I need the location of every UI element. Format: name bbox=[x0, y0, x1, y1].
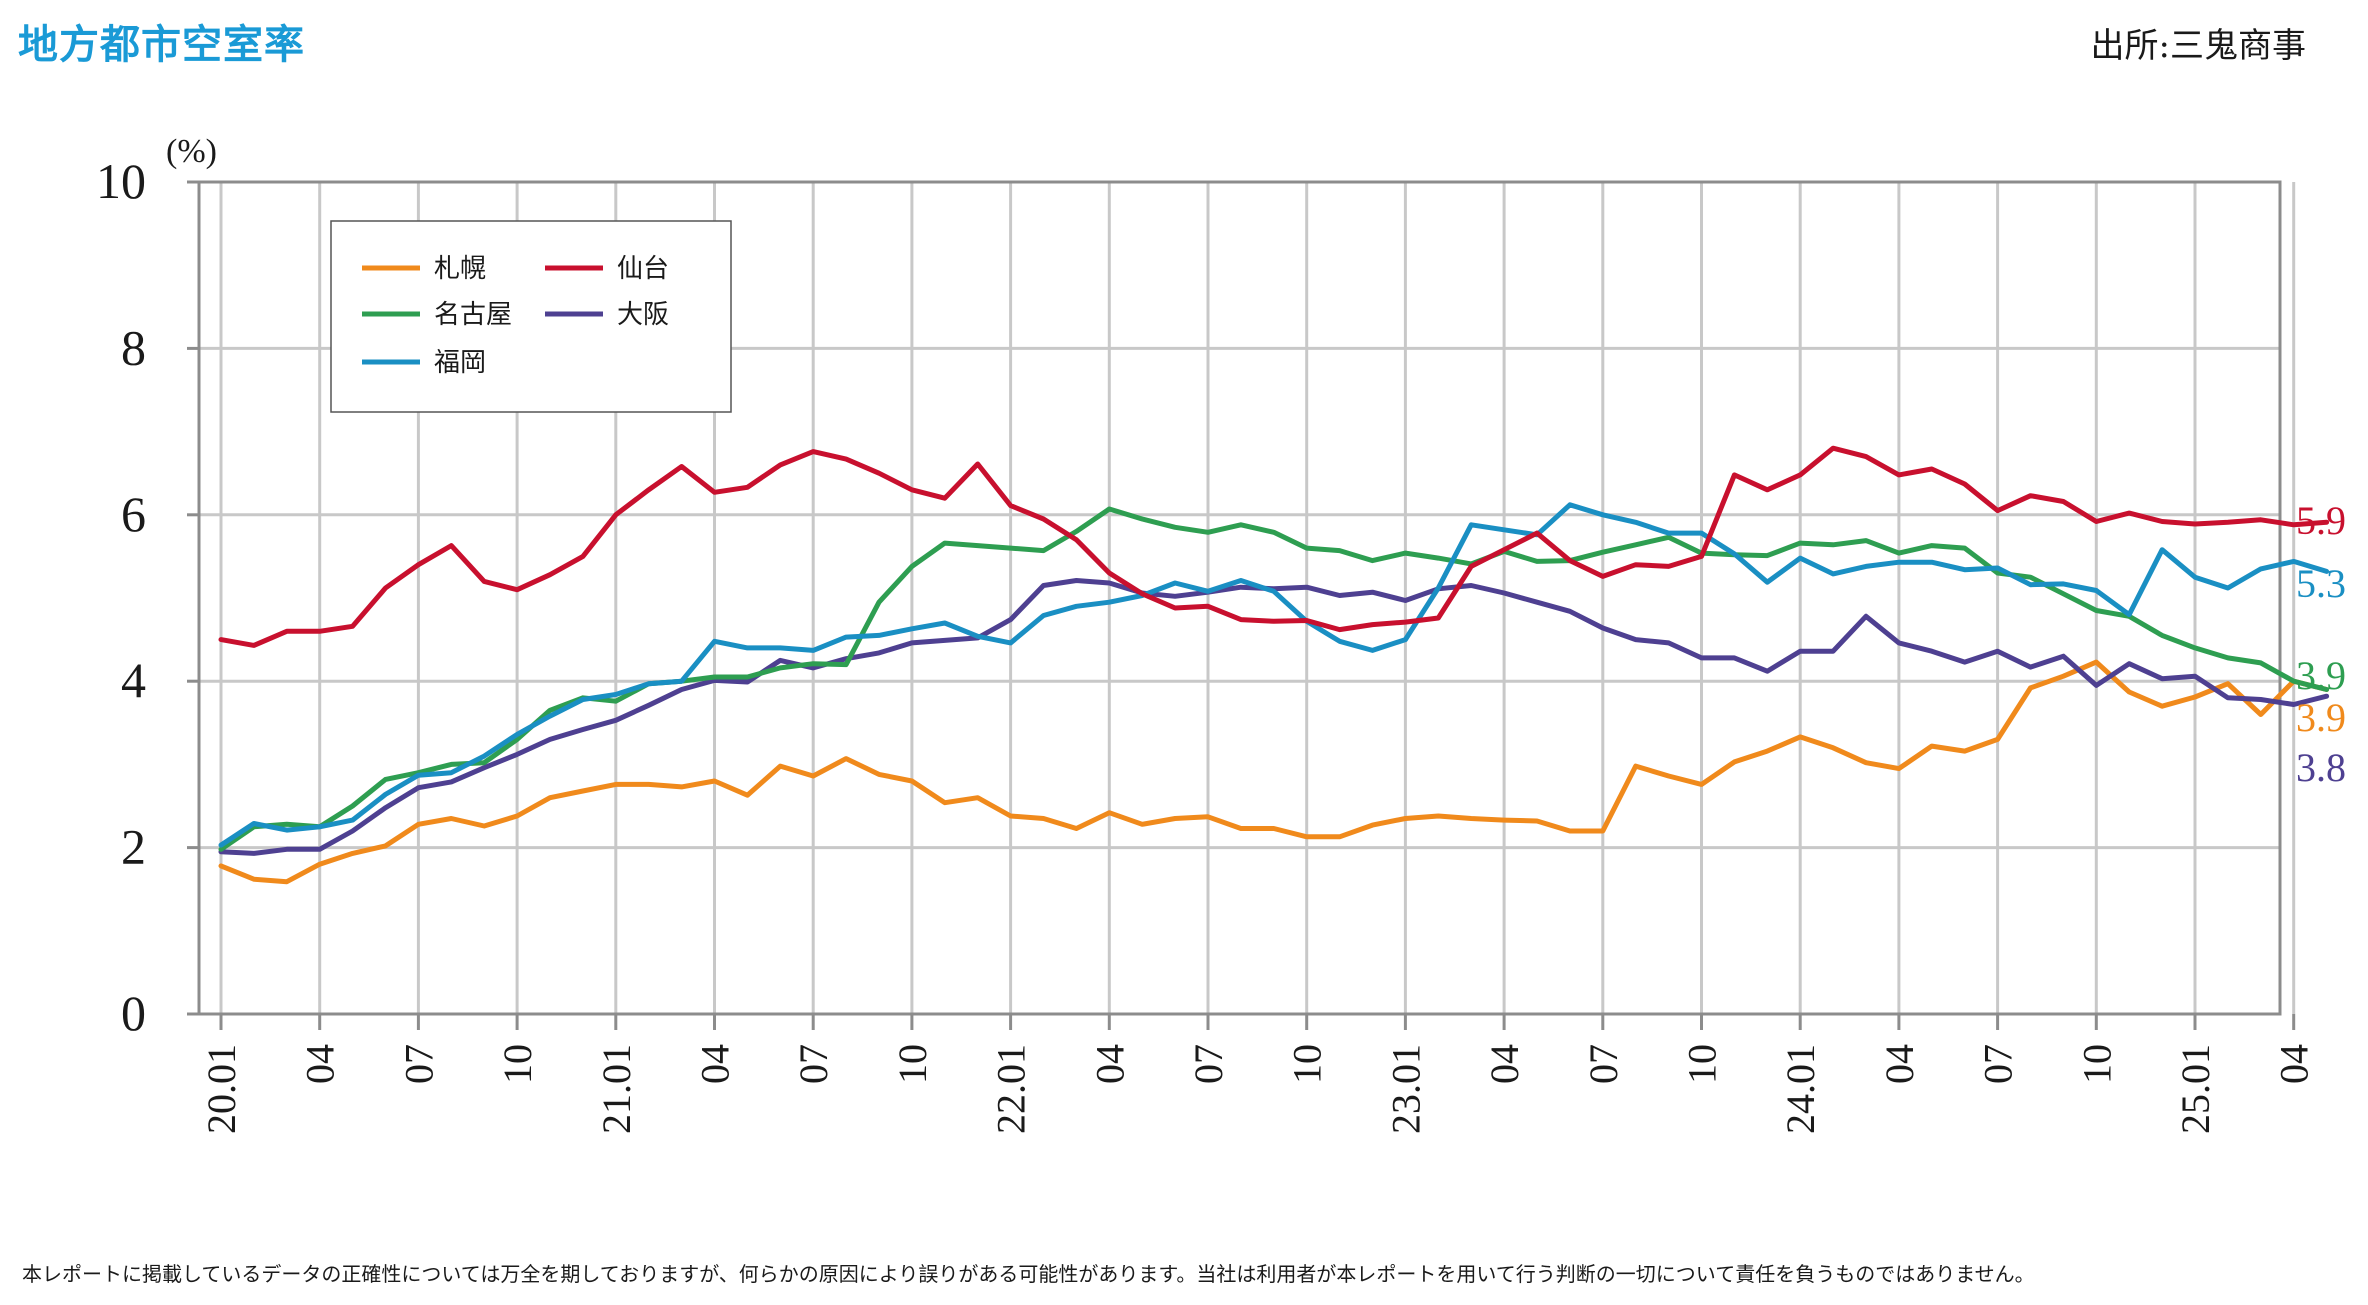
y-tick-label: 6 bbox=[121, 486, 146, 542]
end-label-名古屋: 3.9 bbox=[2296, 653, 2346, 698]
y-tick-label: 8 bbox=[121, 319, 146, 375]
x-tick-label: 07 bbox=[1976, 1044, 2021, 1084]
x-tick-label: 04 bbox=[1877, 1044, 1922, 1084]
x-tick-label: 04 bbox=[1482, 1044, 1527, 1084]
legend-label: 名古屋 bbox=[434, 300, 512, 330]
y-tick-label: 4 bbox=[121, 652, 146, 708]
end-label-仙台: 5.9 bbox=[2296, 498, 2346, 543]
x-tick-label: 07 bbox=[1186, 1044, 1231, 1084]
y-tick-label: 0 bbox=[121, 985, 146, 1041]
x-tick-label: 04 bbox=[693, 1044, 738, 1084]
end-label-大阪: 3.8 bbox=[2296, 745, 2346, 790]
source-note: 出所:三鬼商事 bbox=[2090, 26, 2306, 66]
x-tick-label: 25.01 bbox=[2173, 1044, 2218, 1134]
x-tick-label: 10 bbox=[2074, 1044, 2119, 1084]
plot-frame bbox=[197, 180, 2282, 1016]
x-tick-label: 24.01 bbox=[1778, 1044, 1823, 1134]
x-tick-label: 22.01 bbox=[989, 1044, 1034, 1134]
y-axis-unit-label: (%) bbox=[166, 133, 217, 170]
legend-label: 札幌 bbox=[434, 254, 486, 284]
y-axis-ticks: 0 2 4 6 8 10 bbox=[96, 153, 199, 1041]
x-tick-label: 04 bbox=[2272, 1044, 2317, 1084]
legend-label: 福岡 bbox=[434, 348, 486, 378]
y-tick-label: 10 bbox=[96, 153, 146, 209]
x-tick-label: 21.01 bbox=[594, 1044, 639, 1134]
series-line-仙台 bbox=[218, 445, 2330, 648]
end-value-labels: 3.9 5.9 3.9 3.8 5.3 bbox=[2296, 498, 2346, 790]
disclaimer-footnote: 本レポートに掲載しているデータの正確性については万全を期しておりますが、何らかの… bbox=[22, 1262, 2035, 1286]
y-tick-label: 2 bbox=[121, 819, 146, 875]
x-tick-label: 23.01 bbox=[1383, 1044, 1428, 1134]
x-tick-label: 20.01 bbox=[199, 1044, 244, 1134]
x-tick-label: 07 bbox=[1581, 1044, 1626, 1084]
x-tick-label: 10 bbox=[890, 1044, 935, 1084]
end-label-福岡: 5.3 bbox=[2296, 561, 2346, 606]
legend-label: 仙台 bbox=[617, 254, 669, 284]
x-tick-label: 07 bbox=[791, 1044, 836, 1084]
chart-title: 地方都市空室率 bbox=[18, 21, 305, 68]
x-tick-label: 10 bbox=[495, 1044, 540, 1084]
x-tick-label: 07 bbox=[396, 1044, 441, 1084]
end-label-札幌: 3.9 bbox=[2296, 695, 2346, 740]
line-chart: (%) 0 2 4 6 8 10 20.01 04 07 10 21.01 04 07 10 22.01 0… bbox=[96, 133, 2346, 1134]
x-axis-ticks: 20.01 04 07 10 21.01 04 07 10 22.01 04 07 10 23.01 04… bbox=[199, 1014, 2317, 1134]
x-tick-label: 10 bbox=[1285, 1044, 1330, 1084]
series-line-福岡 bbox=[218, 502, 2330, 848]
legend-label: 大阪 bbox=[617, 300, 669, 330]
x-tick-label: 04 bbox=[1087, 1044, 1132, 1084]
x-tick-label: 04 bbox=[298, 1044, 343, 1084]
series-lines bbox=[218, 445, 2330, 885]
series-line-名古屋 bbox=[218, 506, 2330, 852]
series-line-札幌 bbox=[218, 659, 2330, 885]
x-tick-label: 10 bbox=[1680, 1044, 1725, 1084]
